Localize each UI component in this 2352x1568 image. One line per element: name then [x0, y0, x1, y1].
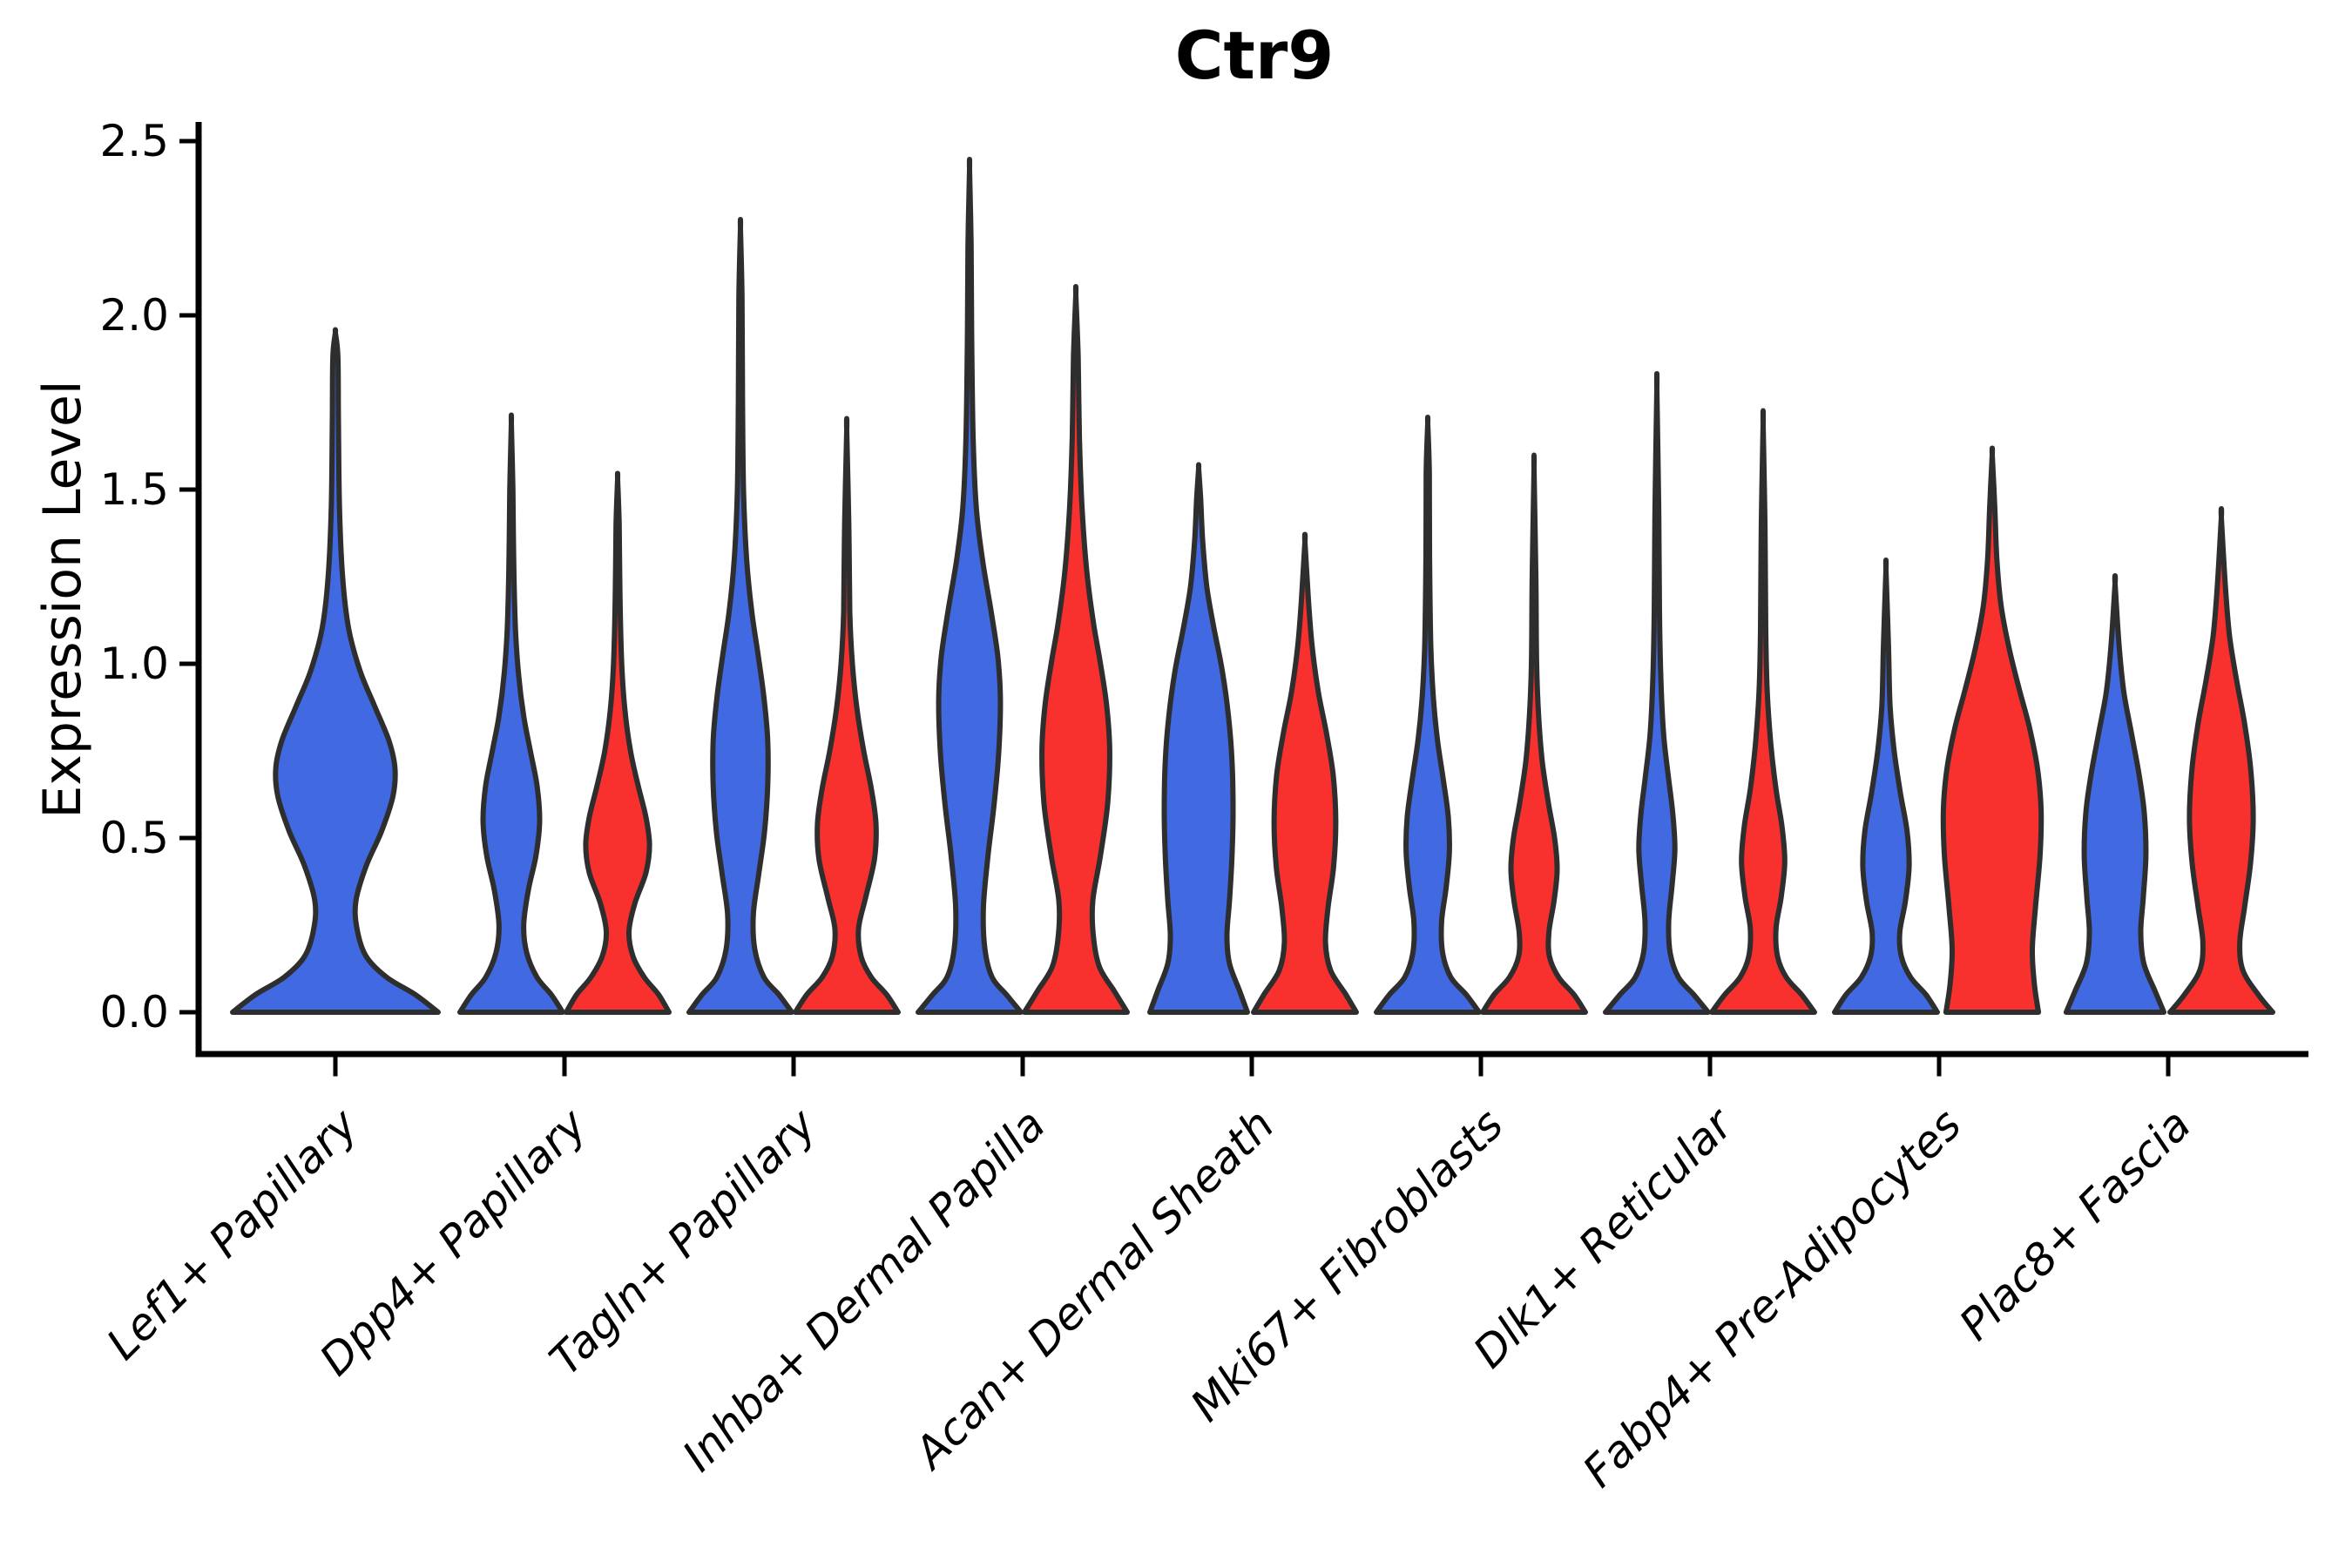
violin-dlk1-reticular-red [1709, 408, 1817, 1015]
violin-plac8-fascia-blue [2063, 573, 2167, 1015]
violin-mki67-fibroblasts-red [1480, 452, 1588, 1015]
violin-fabp4-pre-adipocytes-red [1940, 445, 2044, 1015]
violin-tagln-papillary-red [793, 416, 901, 1015]
violin-inhba-dermal-papilla-blue [916, 156, 1024, 1015]
violin-plac8-fascia-red [2167, 506, 2275, 1015]
y-tick-label-0.5: 0.5 [99, 813, 169, 863]
violin-acan-dermal-sheath-red [1251, 531, 1359, 1015]
chart-title: Ctr9 [1174, 17, 1335, 94]
y-tick-label-1.0: 1.0 [99, 639, 169, 689]
violin-dpp4-papillary-red [564, 470, 672, 1015]
y-tick-label-1.5: 1.5 [99, 464, 169, 515]
y-tick-label-0.0: 0.0 [99, 987, 169, 1037]
violin-dlk1-reticular-blue [1603, 370, 1711, 1015]
violin-inhba-dermal-papilla-red [1022, 284, 1130, 1015]
violin-tagln-papillary-blue [686, 217, 794, 1015]
violin-fabp4-pre-adipocytes-blue [1832, 557, 1940, 1015]
y-axis-label: Expression Level [32, 380, 93, 819]
violin-lef1-papillary-blue [230, 327, 441, 1015]
y-tick-label-2.0: 2.0 [99, 290, 169, 341]
violin-mki67-fibroblasts-blue [1374, 415, 1482, 1015]
violin-acan-dermal-sheath-blue [1147, 462, 1250, 1015]
violin-dpp4-papillary-blue [457, 412, 565, 1015]
y-tick-label-2.5: 2.5 [99, 116, 169, 166]
